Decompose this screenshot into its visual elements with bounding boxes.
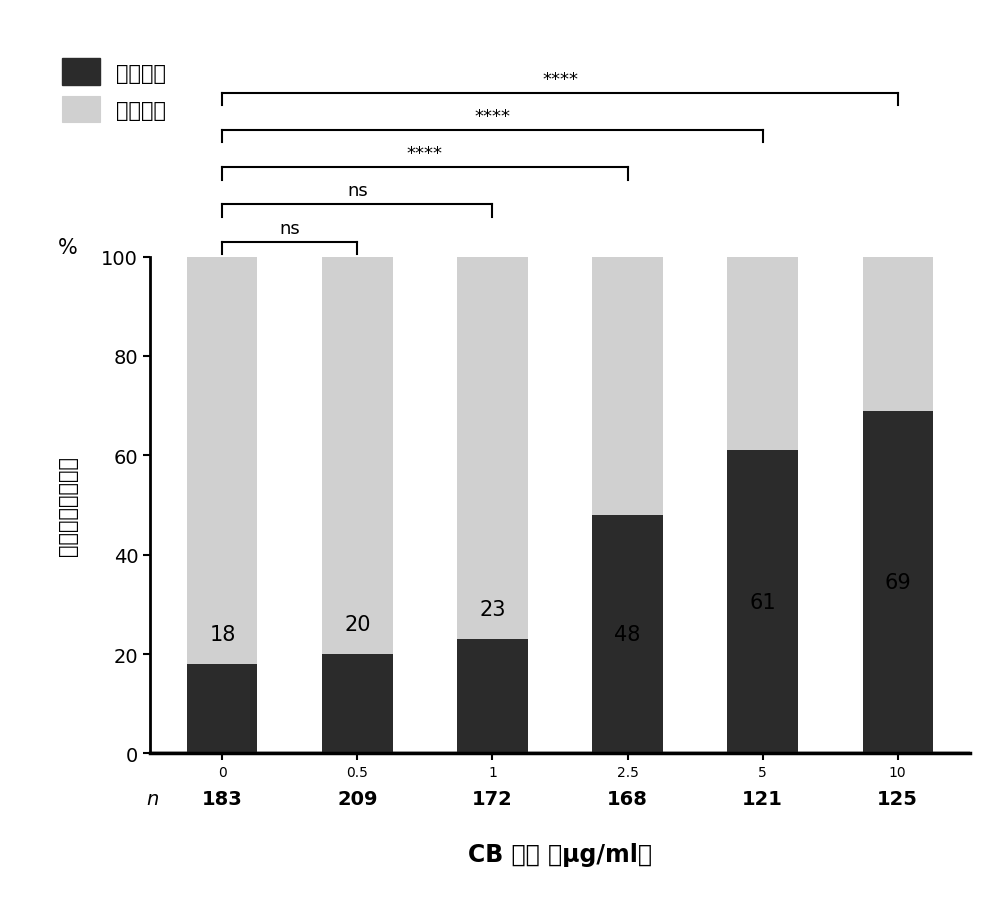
Bar xyxy=(457,257,528,640)
Text: ****: **** xyxy=(474,108,510,126)
Bar xyxy=(727,451,798,754)
Text: 聚集线粒体百分比: 聚集线粒体百分比 xyxy=(58,456,78,555)
Bar xyxy=(187,664,257,754)
Bar xyxy=(863,411,933,754)
Text: %: % xyxy=(58,237,78,257)
Bar xyxy=(727,257,798,451)
Bar xyxy=(322,257,393,654)
X-axis label: CB 浓度 （μg/ml）: CB 浓度 （μg/ml） xyxy=(468,842,652,866)
Text: 69: 69 xyxy=(884,573,911,593)
Text: 48: 48 xyxy=(614,625,641,644)
Legend: 聚集模式, 分散模式: 聚集模式, 分散模式 xyxy=(62,60,166,123)
Text: ns: ns xyxy=(280,220,300,237)
Text: 20: 20 xyxy=(344,615,371,634)
Text: 183: 183 xyxy=(202,789,243,808)
Text: 18: 18 xyxy=(209,624,236,644)
Text: ****: **** xyxy=(407,145,443,163)
Text: n: n xyxy=(146,789,158,808)
Text: ****: **** xyxy=(542,71,578,88)
Text: 61: 61 xyxy=(749,592,776,612)
Bar xyxy=(457,640,528,754)
Text: 121: 121 xyxy=(742,789,783,808)
Text: ns: ns xyxy=(347,182,368,200)
Text: 172: 172 xyxy=(472,789,513,808)
Bar xyxy=(592,257,663,516)
Text: 168: 168 xyxy=(607,789,648,808)
Bar xyxy=(592,516,663,754)
Bar xyxy=(322,654,393,754)
Text: 23: 23 xyxy=(479,599,506,619)
Bar xyxy=(863,257,933,411)
Bar xyxy=(187,257,257,664)
Text: 209: 209 xyxy=(337,789,378,808)
Text: 125: 125 xyxy=(877,789,918,808)
